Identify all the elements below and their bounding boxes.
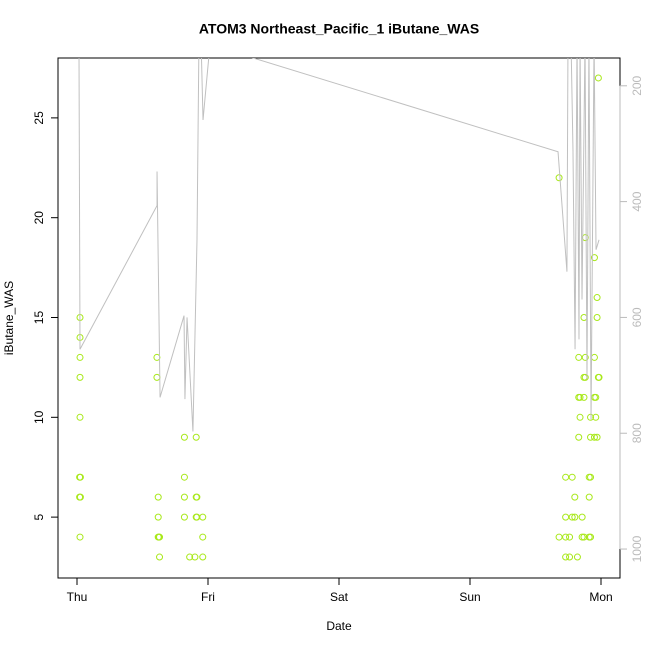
- data-point: [555, 533, 563, 541]
- data-point: [156, 553, 164, 561]
- plot-frame: [57, 57, 621, 579]
- data-point: [562, 473, 570, 481]
- x-tick-label: Thu: [67, 590, 88, 604]
- data-point: [562, 553, 570, 561]
- data-point: [76, 493, 84, 501]
- x-tick-label: Fri: [201, 590, 215, 604]
- chart-title: ATOM3 Northeast_Pacific_1 iButane_WAS: [199, 21, 479, 37]
- data-point: [562, 513, 570, 521]
- data-point: [580, 314, 588, 322]
- data-point: [555, 174, 563, 182]
- data-point: [76, 473, 84, 481]
- y-tick-label: 25: [32, 111, 46, 125]
- data-point: [590, 254, 598, 262]
- data-point: [578, 513, 586, 521]
- data-point: [199, 513, 207, 521]
- data-point: [581, 353, 589, 361]
- data-point: [585, 493, 593, 501]
- data-point: [180, 433, 188, 441]
- data-point: [580, 533, 588, 541]
- data-point: [592, 393, 600, 401]
- y2-tick-label: 400: [630, 191, 644, 211]
- data-point: [587, 433, 595, 441]
- data-point: [76, 533, 84, 541]
- y-tick-label: 15: [32, 311, 46, 325]
- data-point: [180, 473, 188, 481]
- data-point: [571, 493, 579, 501]
- data-point: [595, 373, 603, 381]
- data-point: [154, 493, 162, 501]
- data-point: [568, 473, 576, 481]
- data-point: [76, 373, 84, 381]
- x-tick-label: Sat: [330, 590, 349, 604]
- data-point: [153, 373, 161, 381]
- data-point: [76, 413, 84, 421]
- data-point: [562, 533, 570, 541]
- data-point: [191, 553, 199, 561]
- x-tick-label: Sun: [459, 590, 480, 604]
- data-point: [593, 314, 601, 322]
- data-point: [578, 533, 586, 541]
- y-tick-label: 5: [32, 513, 46, 520]
- y-tick-label: 10: [32, 410, 46, 424]
- data-point: [566, 533, 574, 541]
- y2-tick-label: 1000: [630, 535, 644, 562]
- data-point: [593, 294, 601, 302]
- data-point: [576, 393, 584, 401]
- data-point: [76, 353, 84, 361]
- x-axis-label: Date: [326, 619, 352, 633]
- data-point: [193, 493, 201, 501]
- data-point: [192, 433, 200, 441]
- data-point: [581, 373, 589, 381]
- data-point: [154, 513, 162, 521]
- data-point: [587, 533, 595, 541]
- data-line: [78, 58, 600, 432]
- data-point: [199, 553, 207, 561]
- data-point: [568, 513, 576, 521]
- data-point: [180, 493, 188, 501]
- y2-tick-label: 600: [630, 307, 644, 327]
- y2-tick-label: 800: [630, 423, 644, 443]
- data-point: [590, 433, 598, 441]
- data-point: [580, 393, 588, 401]
- data-point: [566, 553, 574, 561]
- data-point: [156, 533, 164, 541]
- y-axis-label: iButane_WAS: [2, 281, 16, 355]
- data-point: [590, 353, 598, 361]
- data-point: [199, 533, 207, 541]
- plot-area: [76, 58, 603, 561]
- data-point: [575, 353, 583, 361]
- data-point: [180, 513, 188, 521]
- data-point: [594, 74, 602, 82]
- x-tick-label: Mon: [589, 590, 612, 604]
- data-point: [186, 553, 194, 561]
- y2-tick-label: 200: [630, 75, 644, 95]
- data-point: [575, 433, 583, 441]
- data-point: [573, 553, 581, 561]
- data-point: [587, 473, 595, 481]
- data-point: [571, 513, 579, 521]
- data-point: [593, 433, 601, 441]
- y-tick-label: 20: [32, 211, 46, 225]
- data-point: [592, 413, 600, 421]
- data-point: [576, 413, 584, 421]
